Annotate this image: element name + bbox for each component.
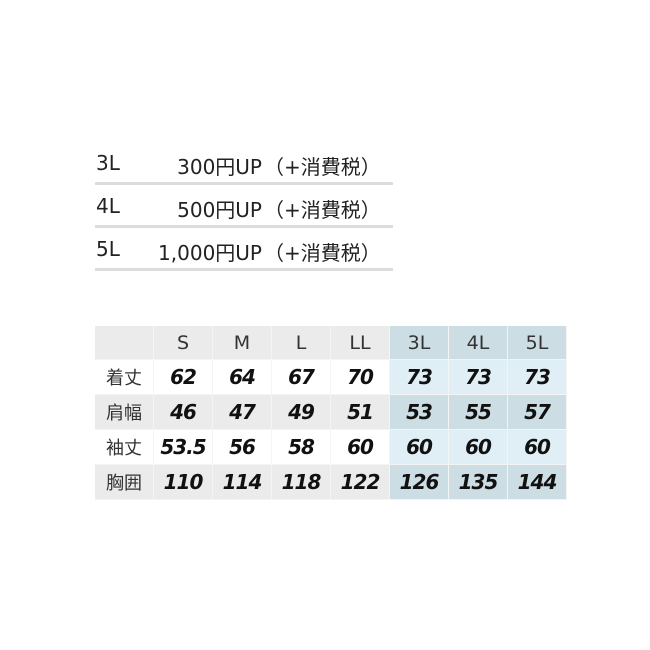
column-header: S: [153, 326, 213, 360]
tax-note: （+消費税）: [264, 155, 381, 179]
column-header: L: [271, 326, 331, 360]
table-cell: 67: [271, 359, 331, 395]
column-header: LL: [330, 326, 390, 360]
row-label: 胸囲: [95, 464, 154, 500]
size-label: 4L: [96, 194, 120, 218]
table-cell: 73: [448, 359, 508, 395]
table-row: 肩幅 46 47 49 51 53 55 57: [95, 394, 567, 430]
row-label: 着丈: [95, 359, 154, 395]
price-list: 3L 300円UP （+消費税） 4L 500円UP （+消費税） 5L 1,000円UP （+…: [95, 142, 393, 271]
table-cell: 49: [271, 394, 331, 430]
table-cell: 135: [448, 464, 508, 500]
table-cell: 114: [212, 464, 272, 500]
price-amount: 300円UP: [177, 155, 262, 179]
table-cell: 46: [153, 394, 213, 430]
table-cell: 110: [153, 464, 213, 500]
table-cell: 60: [330, 429, 390, 465]
row-label: 肩幅: [95, 394, 154, 430]
table-row: 着丈 62 64 67 70 73 73 73: [95, 359, 567, 395]
column-header: [95, 326, 154, 360]
column-header: M: [212, 326, 272, 360]
table-cell: 51: [330, 394, 390, 430]
price-amount: 1,000円UP: [158, 241, 262, 265]
table-cell: 62: [153, 359, 213, 395]
price-row: 4L 500円UP （+消費税）: [95, 185, 393, 228]
table-row: 袖丈 53.5 56 58 60 60 60 60: [95, 429, 567, 465]
table-cell: 73: [507, 359, 567, 395]
table-cell: 55: [448, 394, 508, 430]
table-cell: 70: [330, 359, 390, 395]
table-cell: 118: [271, 464, 331, 500]
table-cell: 60: [448, 429, 508, 465]
column-header: 4L: [448, 326, 508, 360]
table-cell: 60: [507, 429, 567, 465]
column-header: 5L: [507, 326, 567, 360]
table-cell: 58: [271, 429, 331, 465]
table-cell: 53: [389, 394, 449, 430]
table-cell: 56: [212, 429, 272, 465]
size-label: 5L: [96, 237, 120, 261]
table-cell: 122: [330, 464, 390, 500]
table-cell: 73: [389, 359, 449, 395]
size-label: 3L: [96, 151, 120, 175]
table-cell: 53.5: [153, 429, 213, 465]
size-table: S M L LL 3L 4L 5L 着丈 62 64 67 70 73 73 73 肩幅 46 47 49 51 53 5…: [95, 326, 567, 500]
price-row: 5L 1,000円UP （+消費税）: [95, 228, 393, 271]
table-cell: 126: [389, 464, 449, 500]
table-cell: 144: [507, 464, 567, 500]
row-label: 袖丈: [95, 429, 154, 465]
table-cell: 47: [212, 394, 272, 430]
table-cell: 60: [389, 429, 449, 465]
column-header: 3L: [389, 326, 449, 360]
table-cell: 57: [507, 394, 567, 430]
table-row: 胸囲 110 114 118 122 126 135 144: [95, 464, 567, 500]
table-cell: 64: [212, 359, 272, 395]
header-row: S M L LL 3L 4L 5L: [95, 326, 567, 360]
tax-note: （+消費税）: [264, 198, 381, 222]
tax-note: （+消費税）: [264, 241, 381, 265]
price-row: 3L 300円UP （+消費税）: [95, 142, 393, 185]
price-amount: 500円UP: [177, 198, 262, 222]
